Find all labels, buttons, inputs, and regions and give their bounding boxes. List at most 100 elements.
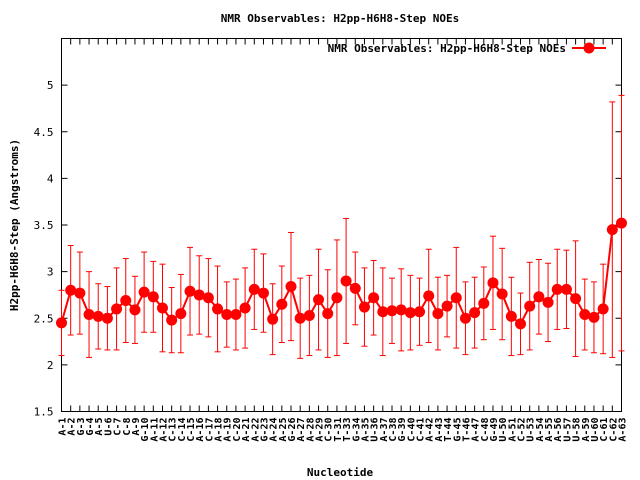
data-point xyxy=(101,312,113,324)
x-tick-label: A-2 xyxy=(67,418,78,436)
data-point xyxy=(156,302,168,314)
x-tick-label: A-27 xyxy=(296,418,307,442)
y-tick-label: 2 xyxy=(47,359,54,372)
y-axis: 1.5 2 2.5 3 3.5 4 4.5 5 xyxy=(34,79,622,419)
x-tick-label: A-22 xyxy=(250,418,261,442)
data-point xyxy=(395,304,407,316)
x-tick-label: A-56 xyxy=(553,418,564,442)
data-point xyxy=(212,303,224,315)
x-tick-label: A-29 xyxy=(315,418,326,442)
x-tick-label: A-35 xyxy=(360,418,371,442)
series-segment xyxy=(60,290,72,324)
x-tick-label: A-25 xyxy=(278,418,289,442)
x-tick-label: C-20 xyxy=(232,418,243,442)
data-point xyxy=(303,309,315,321)
legend: NMR Observables: H2pp-H6H8-Step NOEs xyxy=(328,42,606,55)
data-point xyxy=(285,281,297,293)
series-segment xyxy=(290,286,302,319)
data-point xyxy=(616,217,627,229)
series-points xyxy=(56,217,627,330)
x-tick-label: C-40 xyxy=(406,418,417,442)
x-tick-label: G-45 xyxy=(452,418,463,442)
x-tick-label: A-9 xyxy=(131,418,142,436)
data-point xyxy=(257,287,269,299)
data-point xyxy=(184,285,196,297)
x-tick-label: G-39 xyxy=(397,418,408,442)
y-axis-label: H2pp-H6H8-Step (Angstroms) xyxy=(8,139,21,311)
data-point xyxy=(515,318,527,330)
x-tick-label: A-37 xyxy=(379,418,390,442)
x-tick-label: C-14 xyxy=(177,418,188,442)
data-point xyxy=(74,287,86,299)
data-point xyxy=(432,308,444,320)
y-tick-label: 4 xyxy=(47,172,54,185)
x-tick-label: A-19 xyxy=(223,418,234,442)
data-point xyxy=(230,309,242,321)
x-tick-label: C-62 xyxy=(608,418,619,442)
chart-title: NMR Observables: H2pp-H6H8-Step NOEs xyxy=(221,12,459,25)
data-point xyxy=(111,303,123,315)
data-point xyxy=(147,291,159,303)
x-tick-label: G-34 xyxy=(351,418,362,442)
data-point xyxy=(368,292,380,304)
x-tick-label: C-38 xyxy=(388,418,399,442)
error-bars xyxy=(58,94,625,359)
x-tick-label: A-1 xyxy=(58,418,69,436)
data-point xyxy=(423,290,435,302)
x-tick-label: G-26 xyxy=(287,418,298,442)
series-segment xyxy=(602,229,614,310)
y-tick-label: 3 xyxy=(47,266,54,279)
data-point xyxy=(65,284,77,296)
data-point xyxy=(294,312,306,324)
x-tick-label: A-18 xyxy=(214,418,225,442)
data-point xyxy=(56,317,67,329)
x-tick-label: A-12 xyxy=(158,418,169,442)
x-axis-label: Nucleotide xyxy=(307,466,374,479)
data-point xyxy=(524,300,536,312)
data-point xyxy=(487,277,499,289)
x-tick-label: A-5 xyxy=(94,418,105,436)
data-point xyxy=(83,309,95,321)
x-axis: A-1A-2G-3G-4A-5U-6C-7C-8A-9G-10A-11A-12C… xyxy=(58,38,629,442)
data-point xyxy=(386,305,398,317)
x-tick-label: A-21 xyxy=(241,418,252,442)
x-tick-label: A-24 xyxy=(269,418,280,442)
y-tick-label: 2.5 xyxy=(34,312,54,325)
legend-label: NMR Observables: H2pp-H6H8-Step NOEs xyxy=(328,42,566,55)
x-tick-label: G-10 xyxy=(140,418,151,442)
x-tick-label: C-48 xyxy=(480,418,491,442)
data-point xyxy=(469,307,481,319)
x-tick-label: T-46 xyxy=(461,418,472,442)
x-tick-label: G-3 xyxy=(76,418,87,436)
data-point xyxy=(239,302,251,314)
data-point xyxy=(377,306,389,318)
legend-marker xyxy=(583,42,595,54)
data-point xyxy=(579,309,591,321)
data-point xyxy=(551,283,563,295)
y-tick-label: 3.5 xyxy=(34,219,54,232)
x-tick-label: C-13 xyxy=(168,418,179,442)
data-point xyxy=(221,309,233,321)
data-point xyxy=(570,293,582,305)
y-tick-label: 5 xyxy=(47,79,54,92)
data-point xyxy=(478,297,490,309)
data-point xyxy=(202,292,214,304)
data-point xyxy=(358,301,370,313)
data-point xyxy=(404,307,416,319)
data-point xyxy=(496,288,508,300)
data-point xyxy=(414,306,426,318)
x-tick-label: A-54 xyxy=(535,418,546,442)
data-point xyxy=(276,298,288,310)
data-point xyxy=(138,286,150,298)
plot-area xyxy=(61,38,622,412)
x-tick-label: A-63 xyxy=(618,418,629,442)
x-tick-label: G-4 xyxy=(85,418,96,436)
data-point xyxy=(588,311,600,323)
data-point xyxy=(322,308,334,320)
x-tick-label: U-36 xyxy=(370,418,381,442)
x-tick-label: G-49 xyxy=(489,418,500,442)
x-tick-label: U-53 xyxy=(526,418,537,442)
x-tick-label: U-50 xyxy=(498,418,509,442)
